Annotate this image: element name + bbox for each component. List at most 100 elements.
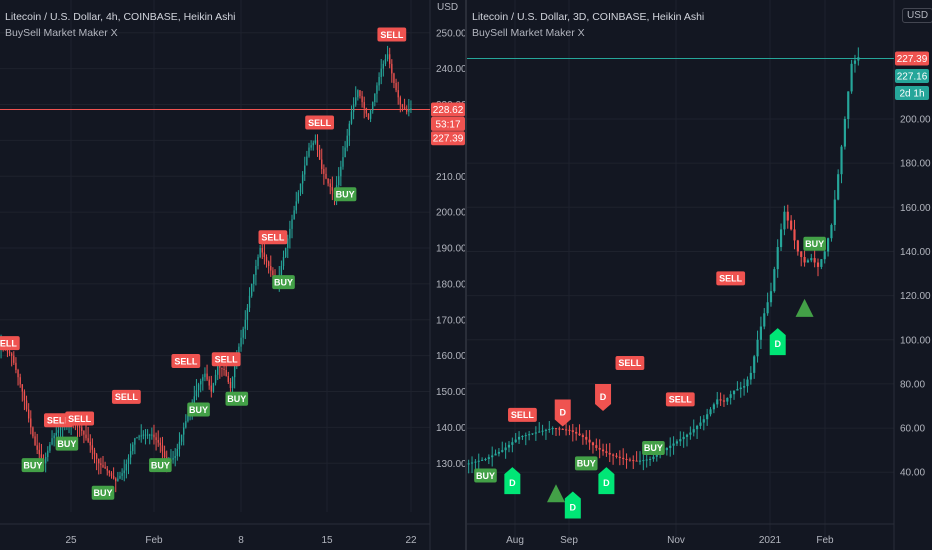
candle-body bbox=[534, 432, 537, 434]
x-tick-label: Sep bbox=[560, 535, 578, 546]
signal-tag-box bbox=[149, 458, 172, 473]
candle-body bbox=[47, 450, 49, 458]
candle-body bbox=[783, 211, 786, 230]
candle-body bbox=[83, 431, 85, 435]
candle-body bbox=[615, 455, 618, 457]
y-tick-label: 170.00 bbox=[436, 315, 466, 326]
candle-body bbox=[280, 265, 283, 275]
candle-body bbox=[27, 409, 30, 419]
signal-tag-box bbox=[21, 458, 45, 473]
candle-body bbox=[187, 414, 189, 422]
candle-body bbox=[270, 265, 272, 271]
candle-body bbox=[327, 178, 329, 184]
candle-body bbox=[625, 458, 628, 460]
right-candlestick-chart[interactable]: 40.00 60.00 80.00 100.00 120.00 140.00 160.00 1… bbox=[467, 0, 932, 550]
candle-body bbox=[374, 93, 376, 103]
candle-body bbox=[699, 422, 702, 426]
candle-body bbox=[541, 430, 544, 432]
candle-body bbox=[157, 439, 159, 443]
candle-body bbox=[521, 436, 524, 438]
signal-tag-label: BUY bbox=[577, 459, 596, 469]
candle-body bbox=[183, 427, 185, 435]
sell-signal-tag: SELL bbox=[305, 115, 335, 130]
candle-body bbox=[310, 145, 312, 148]
signal-tag-box bbox=[474, 468, 497, 483]
sell-signal-tag: SELL bbox=[508, 407, 537, 422]
triangle-marker bbox=[547, 484, 566, 503]
candle-body bbox=[753, 356, 756, 373]
d-marker-shape bbox=[769, 328, 786, 356]
candle-body bbox=[494, 453, 497, 456]
signal-tag-box bbox=[665, 392, 695, 407]
candle-body bbox=[790, 220, 793, 230]
candle-body bbox=[739, 387, 742, 390]
signal-tag-box bbox=[716, 271, 746, 286]
candle-body bbox=[467, 463, 470, 465]
candle-body bbox=[813, 258, 816, 263]
signal-tag-label: BUY bbox=[189, 405, 208, 415]
left-chart-pane[interactable]: 130.00 140.00 150.00 160.00 170.00 180.00 190.… bbox=[0, 0, 466, 550]
buy-signal-tag: BUY bbox=[91, 485, 115, 500]
signal-tag-box bbox=[272, 275, 295, 290]
candle-body bbox=[796, 240, 799, 252]
candle-body bbox=[655, 454, 658, 457]
candle-body bbox=[501, 450, 504, 452]
x-tick-label: 8 bbox=[238, 535, 244, 546]
signal-tag-box bbox=[333, 187, 357, 202]
candle-body bbox=[393, 73, 395, 83]
candle-body bbox=[491, 455, 494, 458]
buy-signal-tag: BUY bbox=[55, 436, 79, 451]
candle-body bbox=[820, 259, 823, 267]
candle-body bbox=[497, 451, 501, 454]
candle-body bbox=[823, 251, 826, 260]
candle-body bbox=[384, 59, 387, 64]
candle-body bbox=[316, 140, 319, 150]
candle-body bbox=[161, 445, 164, 452]
candle-body bbox=[531, 433, 534, 435]
candle-body bbox=[204, 373, 206, 378]
candle-body bbox=[185, 421, 187, 428]
price-axis-tag-label: 227.16 bbox=[897, 71, 928, 82]
candle-body bbox=[123, 470, 125, 474]
candle-body bbox=[618, 456, 621, 458]
d-marker-down: D bbox=[595, 384, 612, 412]
pane-divider[interactable] bbox=[465, 0, 467, 550]
candle-body bbox=[470, 462, 474, 464]
candle-body bbox=[598, 447, 601, 450]
sell-signal-tag: SELL bbox=[258, 230, 288, 245]
price-axis-tag-box bbox=[431, 102, 465, 117]
left-candlestick-chart[interactable]: 130.00 140.00 150.00 160.00 170.00 180.00 190.… bbox=[0, 0, 466, 550]
candle-body bbox=[212, 383, 215, 392]
right-chart-pane[interactable]: 40.00 60.00 80.00 100.00 120.00 140.00 160.00 1… bbox=[467, 0, 932, 550]
candle-body bbox=[786, 211, 789, 221]
buy-signal-tag: BUY bbox=[149, 458, 172, 473]
candle-body bbox=[149, 434, 151, 436]
price-axis-tag-box bbox=[895, 68, 929, 83]
candle-body bbox=[312, 142, 314, 146]
price-axis-tag-label: 227.39 bbox=[897, 54, 928, 65]
candle-body bbox=[257, 257, 259, 266]
candle-body bbox=[295, 201, 297, 211]
candle-body bbox=[159, 442, 162, 446]
candle-body bbox=[174, 456, 176, 458]
candle-body bbox=[365, 108, 368, 114]
candle-body bbox=[344, 147, 346, 158]
price-axis-tag: 227.39 bbox=[431, 131, 465, 146]
candle-body bbox=[348, 123, 351, 136]
candle-body bbox=[372, 102, 374, 111]
candle-body bbox=[30, 418, 32, 428]
candle-body bbox=[645, 459, 648, 461]
candle-body bbox=[144, 434, 147, 436]
candle-body bbox=[229, 381, 232, 388]
candle-body bbox=[571, 430, 574, 432]
candle-body bbox=[151, 434, 153, 436]
candle-body bbox=[104, 466, 106, 469]
candle-body bbox=[227, 375, 229, 382]
y-tick-label: 100.00 bbox=[900, 335, 931, 346]
candle-body bbox=[53, 435, 55, 439]
right-currency-button[interactable]: USD bbox=[902, 8, 932, 23]
candle-body bbox=[682, 436, 685, 440]
candle-body bbox=[850, 63, 853, 92]
candle-body bbox=[115, 478, 117, 482]
signal-tag-label: SELL bbox=[261, 233, 285, 243]
